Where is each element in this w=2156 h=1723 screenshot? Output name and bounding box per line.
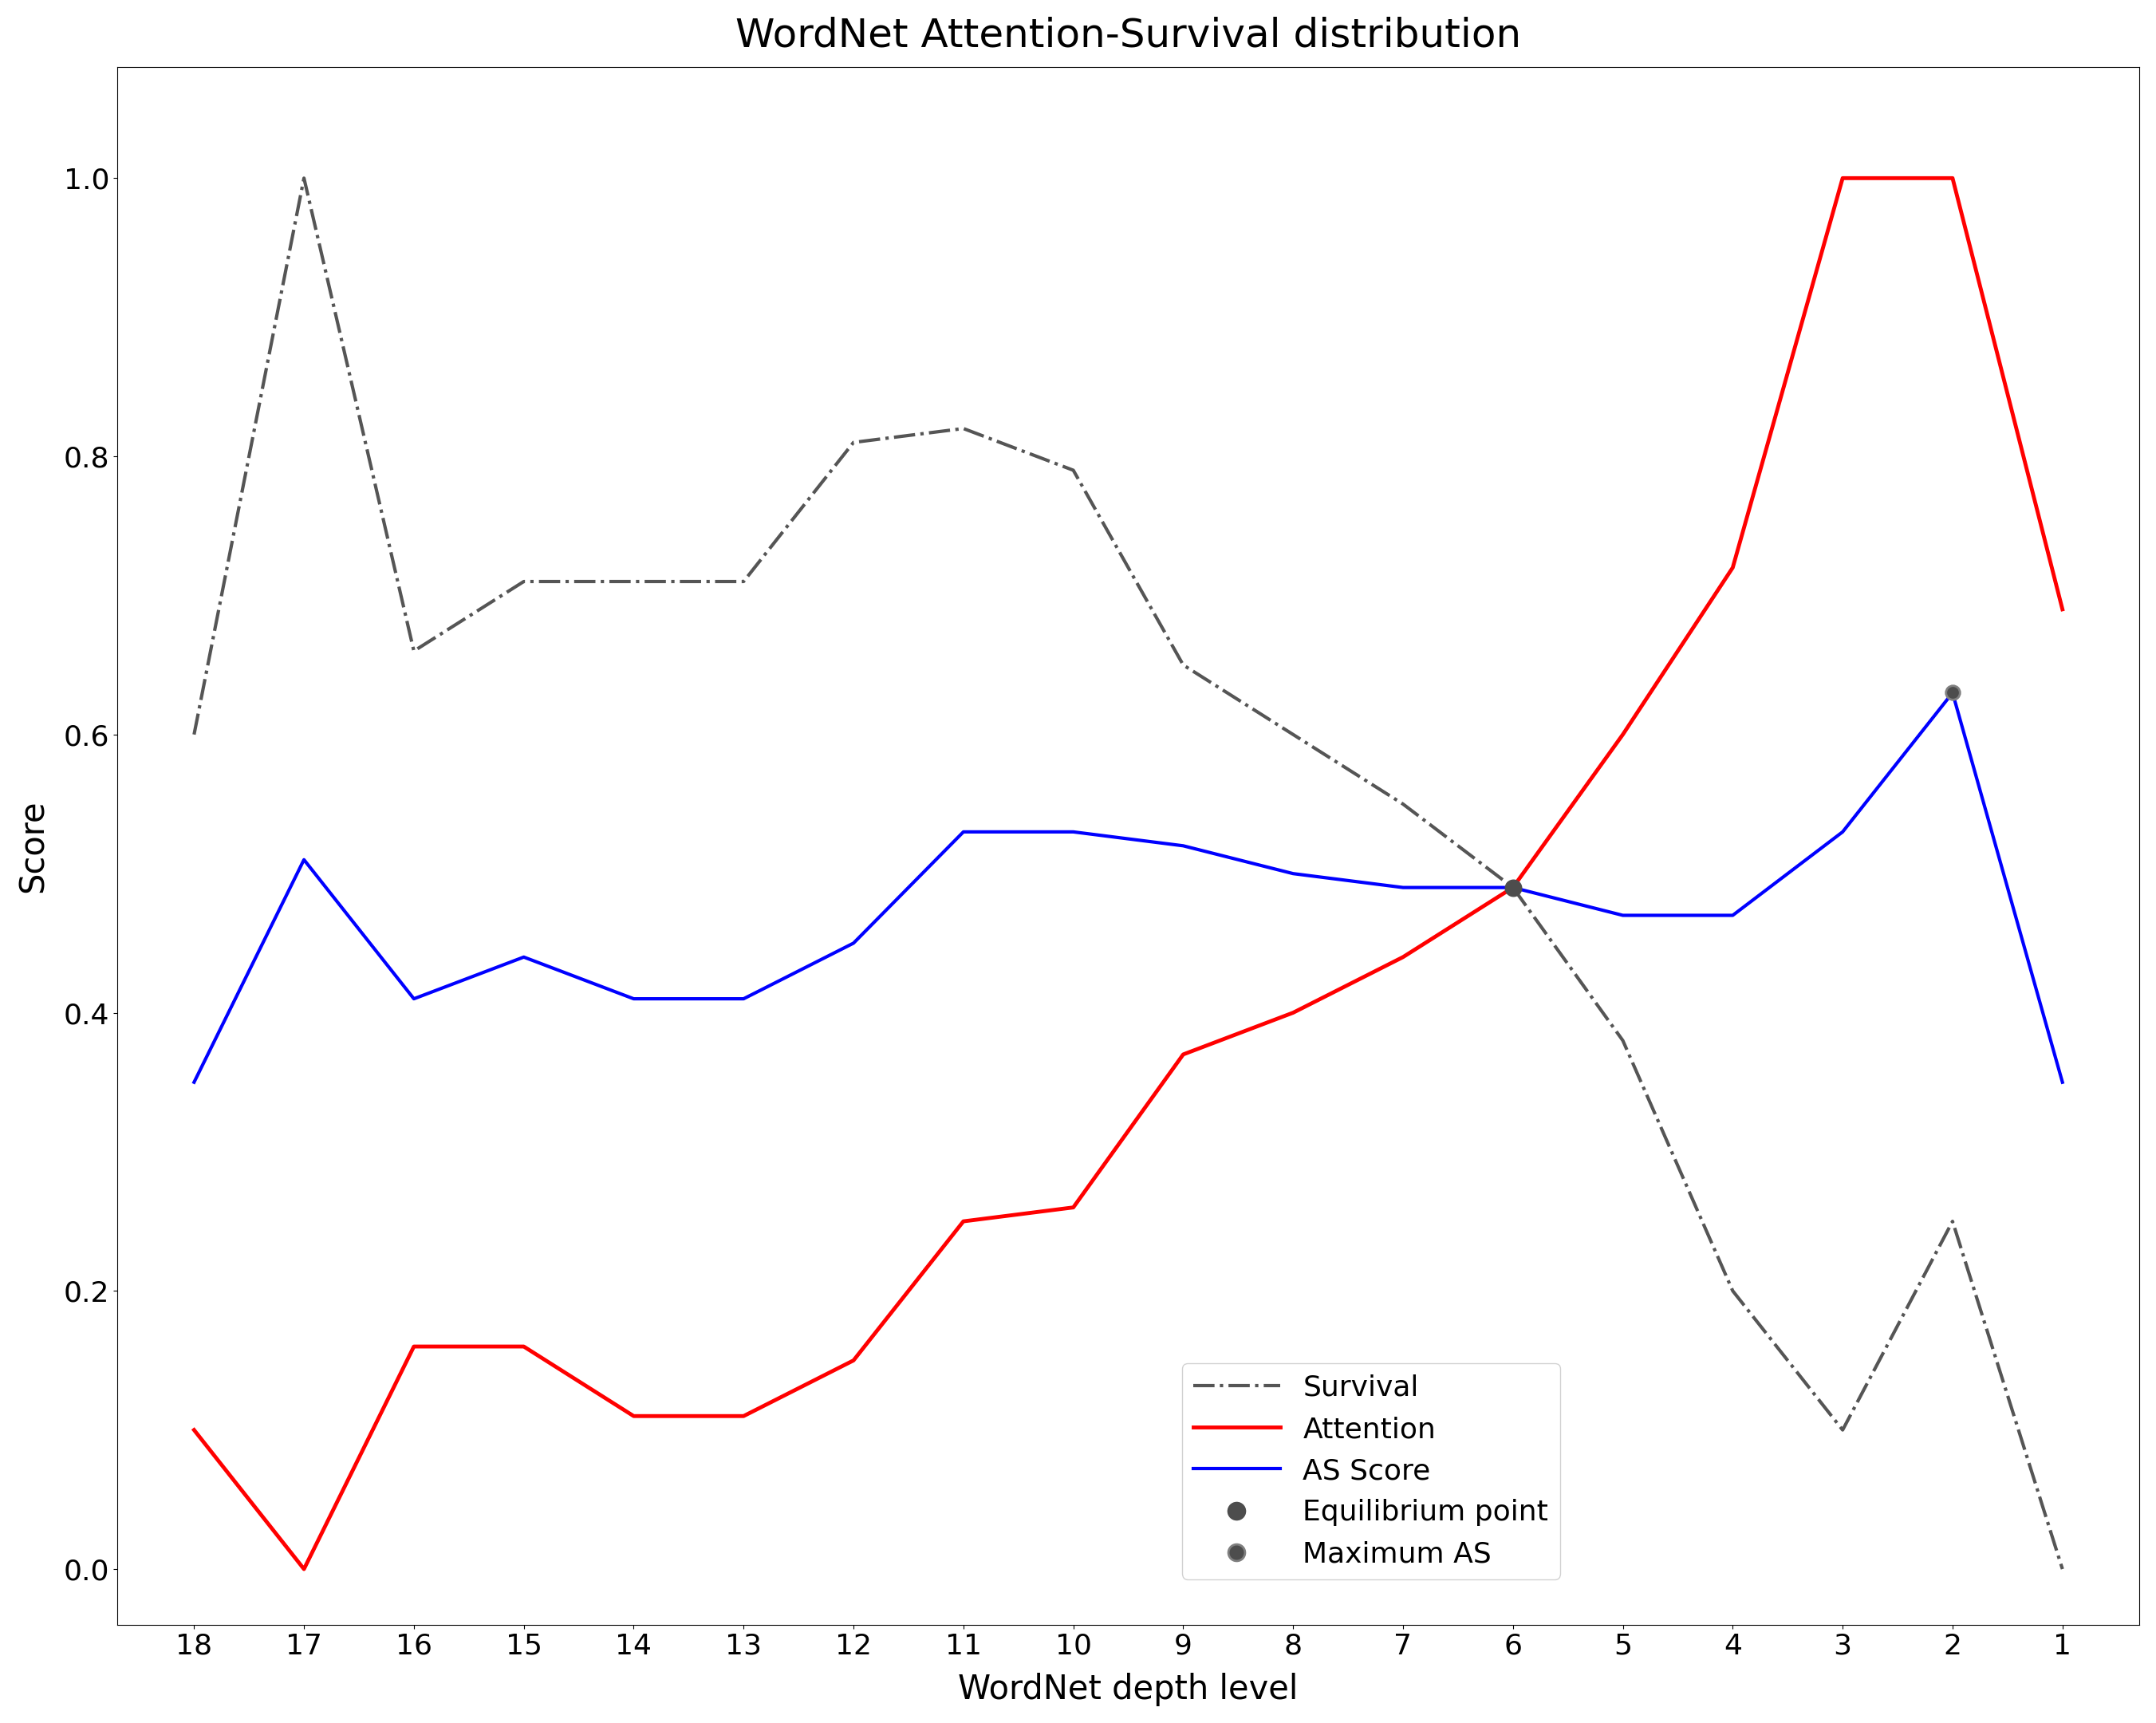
Survival xyxy=(181,724,207,744)
AS Score xyxy=(1611,905,1636,925)
AS Score xyxy=(621,989,647,1010)
Survival xyxy=(1391,794,1416,815)
Attention xyxy=(401,1335,427,1356)
Attention xyxy=(1391,946,1416,967)
Y-axis label: Score: Score xyxy=(17,799,50,893)
Point xyxy=(1496,874,1531,901)
Legend: Survival, Attention, AS Score, Equilibrium point, Maximum AS: Survival, Attention, AS Score, Equilibri… xyxy=(1181,1363,1561,1580)
Attention xyxy=(1830,167,1856,188)
Attention xyxy=(181,1420,207,1440)
Attention xyxy=(951,1211,977,1232)
Attention xyxy=(2050,600,2076,620)
AS Score xyxy=(1501,877,1526,898)
X-axis label: WordNet depth level: WordNet depth level xyxy=(957,1673,1298,1706)
AS Score xyxy=(1391,877,1416,898)
Line: Attention: Attention xyxy=(194,177,2063,1570)
Survival xyxy=(621,572,647,593)
Survival xyxy=(1830,1420,1856,1440)
Survival xyxy=(1940,1211,1966,1232)
AS Score xyxy=(1171,836,1197,856)
AS Score xyxy=(731,989,757,1010)
Line: AS Score: AS Score xyxy=(194,693,2063,1082)
Line: Survival: Survival xyxy=(194,177,2063,1570)
AS Score xyxy=(1940,682,1966,703)
AS Score xyxy=(511,946,537,967)
Attention xyxy=(621,1406,647,1427)
Attention xyxy=(1171,1044,1197,1065)
Attention xyxy=(511,1335,537,1356)
Survival xyxy=(1061,460,1087,481)
Survival xyxy=(401,641,427,662)
Survival xyxy=(1281,724,1307,744)
Survival xyxy=(841,432,867,453)
AS Score xyxy=(1061,822,1087,843)
AS Score xyxy=(1720,905,1746,925)
AS Score xyxy=(2050,1072,2076,1092)
AS Score xyxy=(401,989,427,1010)
Survival xyxy=(951,419,977,439)
Survival xyxy=(731,572,757,593)
Attention xyxy=(1501,877,1526,898)
Survival xyxy=(1611,1030,1636,1051)
AS Score xyxy=(1281,863,1307,884)
Point xyxy=(1936,679,1971,706)
AS Score xyxy=(951,822,977,843)
AS Score xyxy=(841,932,867,953)
Title: WordNet Attention-Survival distribution: WordNet Attention-Survival distribution xyxy=(735,17,1522,55)
Attention xyxy=(291,1559,317,1580)
Attention xyxy=(1281,1003,1307,1023)
Survival xyxy=(1720,1280,1746,1301)
Survival xyxy=(511,572,537,593)
AS Score xyxy=(1830,822,1856,843)
AS Score xyxy=(181,1072,207,1092)
Attention xyxy=(1611,724,1636,744)
Attention xyxy=(1940,167,1966,188)
Attention xyxy=(841,1351,867,1372)
Survival xyxy=(2050,1559,2076,1580)
Attention xyxy=(1720,557,1746,577)
Survival xyxy=(291,167,317,188)
Survival xyxy=(1501,877,1526,898)
Survival xyxy=(1171,655,1197,675)
AS Score xyxy=(291,849,317,870)
Attention xyxy=(731,1406,757,1427)
Attention xyxy=(1061,1197,1087,1218)
